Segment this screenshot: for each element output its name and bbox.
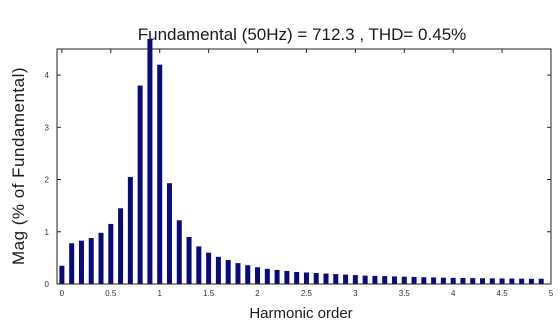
bar [215, 256, 221, 284]
bar [294, 271, 300, 284]
bar [245, 265, 251, 284]
bar [118, 208, 124, 284]
bar [264, 268, 270, 284]
bar [519, 278, 525, 284]
y-tick-label: 3 [45, 123, 50, 132]
x-tick-label: 2 [255, 289, 260, 298]
bar [274, 269, 280, 284]
y-tick-label: 4 [45, 71, 50, 80]
bar [206, 252, 212, 284]
bar [88, 238, 94, 284]
x-tick-label: 0.5 [105, 289, 117, 298]
bar [284, 270, 290, 284]
bar [391, 276, 397, 284]
x-tick-label: 3.5 [399, 289, 411, 298]
bar [59, 265, 65, 284]
bar [480, 278, 486, 284]
bar [108, 223, 114, 284]
y-axis-label: Mag (% of Fundamental) [9, 67, 28, 265]
bar [352, 275, 358, 284]
x-tick-label: 1.5 [203, 289, 215, 298]
bar [509, 278, 515, 284]
bar [411, 276, 417, 284]
bar [313, 273, 319, 284]
x-tick-label: 1 [157, 289, 162, 298]
bar [323, 273, 329, 284]
bar [127, 176, 133, 284]
bar [489, 278, 495, 284]
x-tick-label: 2.5 [301, 289, 313, 298]
chart-title: Fundamental (50Hz) = 712.3 , THD= 0.45% [138, 25, 467, 44]
bar [225, 259, 231, 284]
bar [196, 246, 202, 284]
bar [372, 275, 378, 284]
bar [333, 274, 339, 284]
bar [176, 220, 182, 284]
x-tick-label: 3 [353, 289, 358, 298]
x-axis-label: Harmonic order [249, 305, 352, 322]
y-tick-label: 2 [45, 176, 50, 185]
plot-frame [56, 48, 552, 285]
x-tick-label: 4 [451, 289, 456, 298]
x-tick-label: 5 [549, 289, 554, 298]
bar [255, 267, 261, 284]
x-tick-label: 0 [60, 289, 65, 298]
bar [343, 274, 349, 284]
bar [186, 237, 192, 284]
bar [303, 272, 309, 284]
bar [528, 278, 534, 284]
bar [157, 64, 163, 284]
bar [440, 277, 446, 284]
bar [137, 85, 143, 284]
bar [538, 278, 544, 284]
bar [470, 278, 476, 284]
y-tick-label: 0 [45, 280, 50, 289]
bar [167, 183, 172, 284]
bar [69, 243, 75, 284]
bar [421, 277, 427, 284]
bar [431, 277, 437, 284]
bar [147, 39, 153, 284]
bar [78, 240, 84, 284]
bar [362, 275, 368, 284]
bar [382, 276, 388, 284]
y-tick-label: 1 [45, 228, 50, 237]
bar [460, 277, 466, 284]
plot-area: 0 0.5 1 1.5 2 2.5 3 3.5 4 4.5 5 0 1 2 3 4 [45, 39, 554, 298]
bar [235, 263, 241, 284]
bar [98, 232, 104, 284]
x-tick-label: 4.5 [497, 289, 509, 298]
